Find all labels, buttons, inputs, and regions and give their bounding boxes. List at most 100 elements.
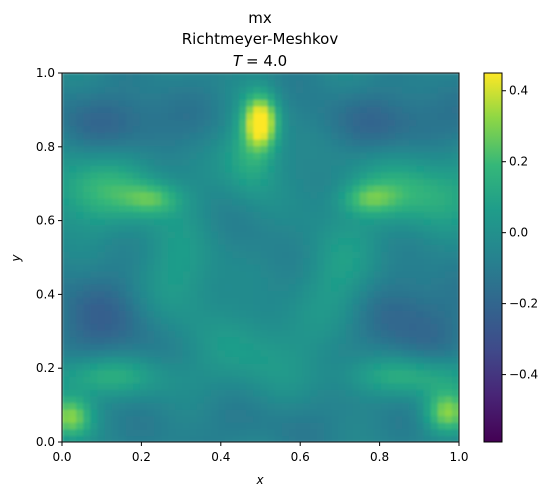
heatmap-cell xyxy=(366,185,375,193)
heatmap-cell xyxy=(97,165,106,173)
heatmap-cell xyxy=(161,257,169,265)
heatmap-cell xyxy=(62,198,70,206)
heatmap-cell xyxy=(260,336,269,344)
heatmap-cell xyxy=(125,395,134,404)
heatmap-cell xyxy=(83,264,91,272)
heatmap-cell xyxy=(395,125,403,133)
heatmap-cell xyxy=(118,211,127,219)
heatmap-cell xyxy=(430,356,439,364)
heatmap-cell xyxy=(416,428,425,437)
heatmap-cell xyxy=(239,138,247,147)
heatmap-cell xyxy=(111,191,120,199)
heatmap-cell xyxy=(104,138,113,147)
heatmap-cell xyxy=(437,185,446,193)
heatmap-cell xyxy=(132,283,141,292)
heatmap-cell xyxy=(423,217,432,226)
heatmap-cell xyxy=(352,428,361,437)
heatmap-cell xyxy=(324,244,332,252)
heatmap-cell xyxy=(104,428,113,437)
heatmap-cell xyxy=(182,244,191,252)
heatmap-cell xyxy=(111,277,120,285)
heatmap-cell xyxy=(97,73,106,81)
heatmap-cell xyxy=(451,409,459,417)
heatmap-cell xyxy=(345,73,354,81)
heatmap-cell xyxy=(444,138,453,147)
heatmap-cell xyxy=(451,382,459,390)
heatmap-cell xyxy=(281,191,290,199)
heatmap-cell xyxy=(203,185,212,193)
heatmap-cell xyxy=(444,185,453,193)
heatmap-cell xyxy=(168,415,177,423)
heatmap-cell xyxy=(331,349,340,357)
heatmap-cell xyxy=(76,224,84,232)
heatmap-cell xyxy=(416,402,425,410)
heatmap-cell xyxy=(373,356,382,364)
heatmap-cell xyxy=(76,435,84,442)
heatmap-cell xyxy=(345,323,354,331)
heatmap-cell xyxy=(161,217,169,226)
heatmap-cell xyxy=(366,435,375,442)
heatmap-cell xyxy=(62,178,70,186)
heatmap-cell xyxy=(217,145,226,153)
heatmap-cell xyxy=(62,290,70,298)
heatmap-cell xyxy=(274,257,283,265)
heatmap-cell xyxy=(274,297,283,305)
heatmap-cell xyxy=(168,125,177,133)
heatmap-cell xyxy=(381,250,389,259)
heatmap-cell xyxy=(295,316,304,324)
heatmap-cell xyxy=(217,356,226,364)
heatmap-cell xyxy=(430,283,439,292)
heatmap-cell xyxy=(288,343,297,351)
heatmap-cell xyxy=(253,277,262,285)
heatmap-cell xyxy=(409,362,418,371)
heatmap-cell xyxy=(395,105,403,114)
heatmap-cell xyxy=(437,257,446,265)
heatmap-cell xyxy=(366,158,375,166)
heatmap-cell xyxy=(359,316,368,324)
heatmap-cell xyxy=(69,132,77,140)
heatmap-cell xyxy=(267,152,276,160)
heatmap-cell xyxy=(232,231,240,239)
heatmap-cell xyxy=(274,264,283,272)
heatmap-cell xyxy=(295,125,304,133)
heatmap-cell xyxy=(90,270,99,278)
heatmap-cell xyxy=(331,79,340,87)
heatmap-cell xyxy=(451,73,459,81)
heatmap-cell xyxy=(225,171,233,180)
heatmap-cell xyxy=(118,336,127,344)
heatmap-cell xyxy=(189,132,198,140)
heatmap-cell xyxy=(331,92,340,100)
heatmap-cell xyxy=(274,92,283,100)
heatmap-cell xyxy=(352,415,361,423)
heatmap-cell xyxy=(373,92,382,100)
heatmap-cell xyxy=(274,277,283,285)
heatmap-cell xyxy=(373,402,382,410)
heatmap-cell xyxy=(388,92,396,100)
heatmap-cell xyxy=(139,171,148,180)
heatmap-cell xyxy=(111,310,120,318)
heatmap-cell xyxy=(366,99,375,107)
heatmap-cell xyxy=(395,138,403,147)
heatmap-cell xyxy=(253,303,262,311)
heatmap-cell xyxy=(118,231,127,239)
heatmap-cell xyxy=(97,224,106,232)
heatmap-cell xyxy=(388,112,396,120)
heatmap-cell xyxy=(232,369,240,377)
heatmap-cell xyxy=(161,165,169,173)
heatmap-cell xyxy=(260,369,269,377)
y-tick-label: 0.8 xyxy=(36,140,55,154)
heatmap-cell xyxy=(267,435,276,442)
heatmap-cell xyxy=(437,297,446,305)
heatmap-cell xyxy=(97,362,106,371)
heatmap-cell xyxy=(444,409,453,417)
heatmap-cell xyxy=(288,323,297,331)
heatmap-cell xyxy=(239,99,247,107)
heatmap-cell xyxy=(118,415,127,423)
heatmap-cell xyxy=(402,435,410,442)
heatmap-cell xyxy=(416,290,425,298)
heatmap-cell xyxy=(182,211,191,219)
heatmap-cell xyxy=(196,165,205,173)
heatmap-cell xyxy=(260,217,269,226)
heatmap-cell xyxy=(288,99,297,107)
heatmap-cell xyxy=(175,158,184,166)
